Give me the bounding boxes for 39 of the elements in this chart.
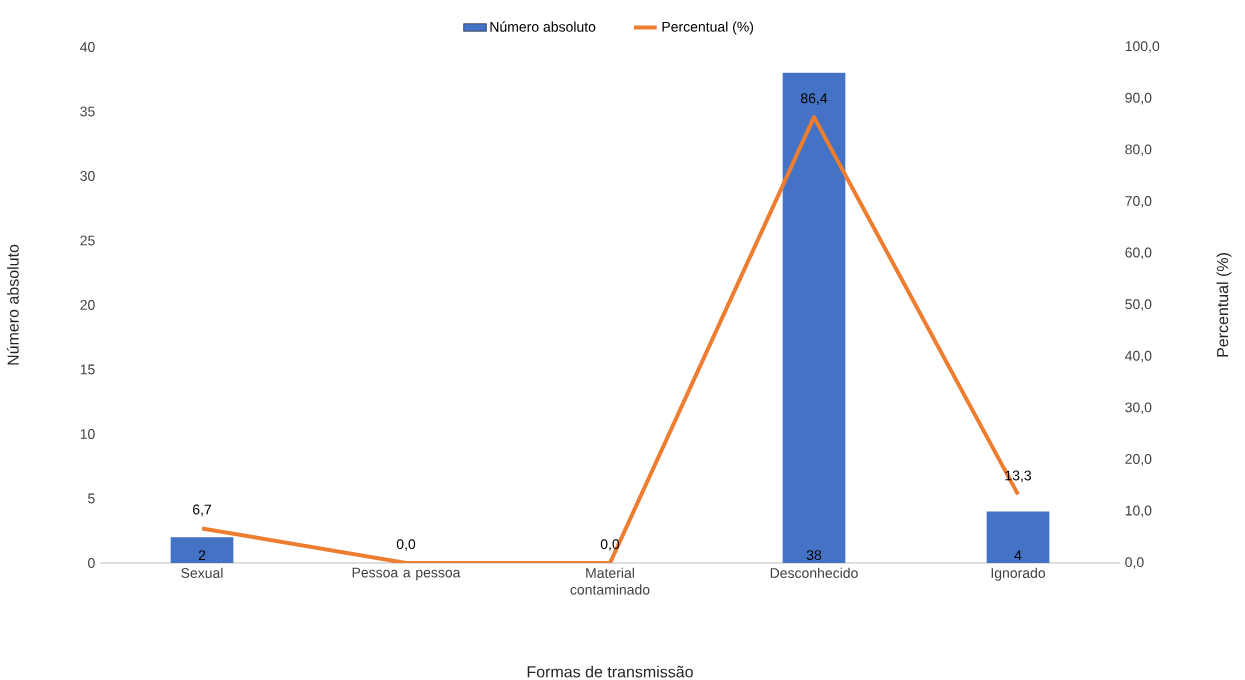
legend-label: Número absoluto [490, 21, 596, 32]
data-label: 38 [806, 550, 822, 561]
y-axis-title: Número absoluto [6, 244, 19, 365]
x-tick-label: Sexual [181, 567, 223, 578]
y-tick-label: 30 [80, 171, 95, 181]
y2-tick-label: 60,0 [1125, 247, 1152, 260]
x-tick-label: Pessoa a pessoa [352, 567, 461, 581]
y2-tick-label: 30,0 [1125, 402, 1152, 414]
x-tick-label: Material contaminado [570, 567, 650, 595]
data-label: 6,7 [192, 504, 212, 517]
y-tick-label: 25 [80, 235, 95, 246]
y2-tick-label: 10,0 [1125, 505, 1152, 518]
data-label: 0,0 [396, 539, 416, 551]
x-tick-label: Desconhecido [770, 567, 858, 578]
y-tick-label: 35 [80, 106, 95, 117]
y2-tick-label: 0,0 [1125, 557, 1144, 569]
y-tick-label: 40 [80, 42, 95, 52]
bar [170, 537, 234, 563]
y2-tick-label: 80,0 [1125, 144, 1152, 156]
y-tick-label: 10 [80, 429, 95, 439]
y2-tick-label: 100,0 [1125, 41, 1160, 53]
y-tick-label: 5 [88, 493, 95, 504]
y-tick-label: 20 [80, 300, 95, 310]
bar [782, 72, 846, 563]
x-tick-label: Ignorado [991, 567, 1046, 581]
y2-tick-label: 90,0 [1125, 92, 1152, 105]
y2-axis-title: Percentual (%) [1216, 253, 1232, 357]
y2-tick-label: 20,0 [1125, 454, 1152, 466]
data-label: 4 [1014, 550, 1022, 561]
legend-label: Percentual (%) [662, 21, 754, 35]
y-tick-label: 0 [88, 558, 95, 568]
y2-tick-label: 50,0 [1125, 299, 1152, 311]
y2-tick-label: 70,0 [1125, 196, 1152, 208]
x-axis-title: Formas de transmissão [527, 665, 693, 678]
data-label: 86,4 [800, 93, 828, 105]
data-label: 2 [198, 550, 206, 561]
y-tick-label: 15 [80, 364, 95, 375]
bar [986, 511, 1050, 563]
y2-tick-label: 40,0 [1125, 350, 1152, 363]
